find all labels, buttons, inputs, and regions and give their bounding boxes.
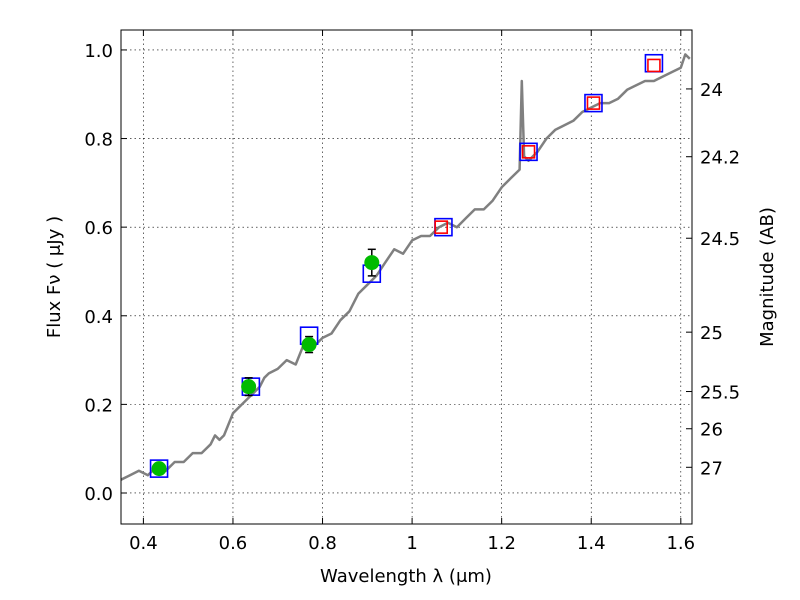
observed-circle-marker xyxy=(301,337,317,353)
plot-frame xyxy=(120,29,693,525)
y-tick-label: 0.2 xyxy=(84,395,113,416)
right-tick-label: 26 xyxy=(700,420,723,441)
y-axis-label-left: Flux Fν ( μJy ) xyxy=(44,216,65,338)
observed-square-marker xyxy=(647,58,661,73)
model-square-marker xyxy=(149,459,169,478)
x-tick-label: 1 xyxy=(406,533,417,554)
y-axis-label-right: Magnitude (AB) xyxy=(757,207,778,347)
x-tick-label: 0.8 xyxy=(308,533,337,554)
observed-circle-marker xyxy=(241,379,257,395)
y-tick-label: 0.0 xyxy=(84,484,113,505)
observed-circle-marker xyxy=(151,461,167,477)
x-tick-label: 1.2 xyxy=(487,533,516,554)
right-tick-label: 24.5 xyxy=(700,229,740,250)
observed-square-marker xyxy=(521,145,536,159)
plot-area xyxy=(121,53,691,481)
y-tick-label: 0.6 xyxy=(84,218,113,239)
right-tick-label: 27 xyxy=(700,458,723,479)
x-tick-label: 1.4 xyxy=(577,533,606,554)
y-tick-label: 1.0 xyxy=(84,41,113,62)
observed-square-marker xyxy=(586,96,601,110)
right-tick-label: 25 xyxy=(700,323,723,344)
observed-square-marker xyxy=(434,220,449,234)
spectrum-line xyxy=(121,53,691,481)
series-layer xyxy=(121,53,691,481)
model-square-marker xyxy=(519,142,538,162)
x-tick-label: 1.6 xyxy=(666,533,695,554)
right-tick-label: 25.5 xyxy=(700,383,740,404)
ticks: 0.4 0.6 0.8 1 1.2 1.4 1.6 0.0 0.2 0.4 0.6 0.8 1.0 24 2… xyxy=(84,30,740,554)
model-square-marker xyxy=(584,93,603,113)
right-tick-label: 24 xyxy=(700,80,723,101)
x-tick-label: 0.6 xyxy=(219,533,248,554)
observed-circle-marker xyxy=(364,255,380,271)
right-tick-label: 24.2 xyxy=(700,148,740,169)
x-tick-label: 0.4 xyxy=(129,533,158,554)
y-tick-label: 0.8 xyxy=(84,130,113,151)
x-axis-label: Wavelength λ (μm) xyxy=(320,566,492,587)
y-tick-label: 0.4 xyxy=(84,307,113,328)
